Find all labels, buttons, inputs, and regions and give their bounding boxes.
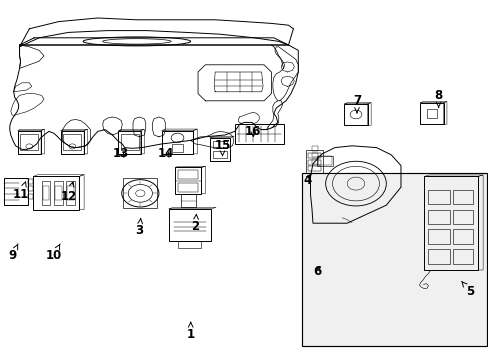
Text: 11: 11 [13, 182, 29, 201]
Bar [305, 150, 322, 173]
Bar [212, 140, 227, 148]
Bar [311, 153, 317, 157]
Text: 5: 5 [461, 282, 473, 298]
Bar [427, 190, 449, 204]
Text: 15: 15 [214, 139, 230, 156]
Bar [41, 181, 50, 205]
Bar [426, 109, 436, 118]
Bar [316, 156, 332, 166]
Text: 9: 9 [8, 244, 18, 262]
Text: 8: 8 [434, 89, 442, 108]
Bar [307, 166, 320, 171]
Bar [63, 134, 81, 150]
Bar [427, 210, 449, 224]
Bar [168, 209, 211, 241]
Bar [452, 249, 472, 264]
Bar [66, 181, 75, 205]
Bar [427, 229, 449, 244]
Text: 12: 12 [60, 182, 77, 203]
Bar [419, 103, 443, 124]
Bar [123, 178, 157, 208]
Bar [452, 190, 472, 204]
Text: 4: 4 [303, 174, 310, 186]
Bar [33, 176, 79, 210]
Bar [307, 160, 320, 165]
Text: 13: 13 [113, 147, 129, 159]
Bar [61, 131, 84, 154]
Bar [181, 194, 195, 207]
Bar [178, 183, 198, 192]
Bar [178, 241, 201, 248]
Bar [317, 156, 331, 165]
Bar [118, 131, 141, 154]
Bar [427, 249, 449, 264]
Bar [18, 131, 41, 154]
Bar [344, 104, 367, 125]
Bar [20, 134, 38, 150]
Text: 14: 14 [158, 147, 174, 159]
Text: 16: 16 [244, 125, 261, 138]
Bar [209, 138, 230, 161]
Bar [42, 186, 49, 200]
Bar [161, 131, 193, 154]
Bar [311, 146, 317, 151]
Bar [55, 186, 61, 200]
Bar [178, 170, 198, 179]
Bar [171, 144, 183, 152]
Bar [302, 173, 486, 346]
Bar [452, 229, 472, 244]
Text: 1: 1 [186, 322, 194, 341]
Bar [307, 153, 320, 158]
Text: 7: 7 [352, 94, 360, 113]
Bar [67, 186, 74, 200]
Bar [234, 124, 283, 144]
Text: 10: 10 [45, 244, 62, 262]
Bar [424, 176, 477, 270]
Bar [4, 178, 28, 205]
Text: 6: 6 [313, 265, 321, 278]
Bar [452, 210, 472, 224]
Text: 2: 2 [191, 214, 199, 233]
Bar [212, 151, 227, 158]
Bar [121, 134, 138, 150]
Bar [54, 181, 62, 205]
Bar [311, 159, 317, 164]
Text: 3: 3 [135, 218, 143, 237]
Bar [175, 167, 201, 194]
